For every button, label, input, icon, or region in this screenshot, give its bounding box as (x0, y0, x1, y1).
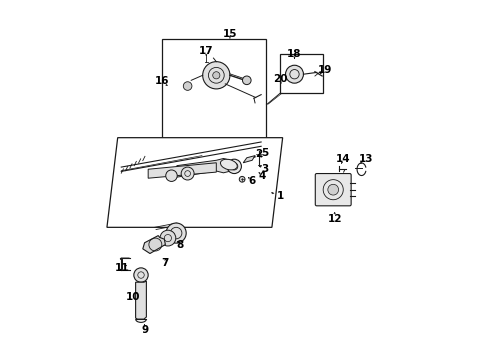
Text: 4: 4 (259, 171, 266, 181)
Polygon shape (177, 158, 231, 177)
Circle shape (227, 159, 242, 174)
Text: 10: 10 (126, 292, 140, 302)
Circle shape (183, 82, 192, 90)
Text: 13: 13 (359, 154, 373, 164)
Circle shape (166, 223, 186, 243)
Text: 16: 16 (154, 76, 169, 86)
Text: 18: 18 (287, 49, 302, 59)
Circle shape (203, 62, 230, 89)
Text: 3: 3 (261, 164, 269, 174)
Polygon shape (107, 138, 283, 227)
Text: 2: 2 (255, 149, 262, 159)
Circle shape (286, 65, 303, 83)
Text: 15: 15 (222, 29, 237, 39)
Text: 20: 20 (273, 74, 288, 84)
Circle shape (160, 230, 176, 246)
Ellipse shape (220, 159, 237, 170)
Text: 17: 17 (199, 46, 214, 56)
Text: 7: 7 (162, 258, 169, 268)
Bar (162, 40, 266, 138)
Circle shape (328, 184, 339, 195)
Text: 9: 9 (141, 325, 148, 335)
Circle shape (166, 170, 177, 181)
Polygon shape (243, 156, 255, 163)
Circle shape (239, 176, 245, 182)
Polygon shape (136, 281, 147, 319)
Circle shape (243, 76, 251, 85)
Text: 12: 12 (327, 215, 342, 224)
Circle shape (213, 72, 220, 79)
Text: 5: 5 (261, 148, 269, 158)
Text: 1: 1 (277, 191, 285, 201)
Circle shape (134, 268, 148, 282)
Bar (280, 54, 323, 93)
Text: 19: 19 (318, 64, 332, 75)
Polygon shape (143, 235, 166, 253)
Text: 11: 11 (115, 263, 130, 273)
Polygon shape (148, 163, 216, 178)
Text: 14: 14 (336, 154, 351, 164)
Text: 6: 6 (248, 176, 256, 186)
Circle shape (181, 167, 194, 180)
FancyBboxPatch shape (315, 174, 351, 206)
Text: 8: 8 (177, 240, 184, 250)
